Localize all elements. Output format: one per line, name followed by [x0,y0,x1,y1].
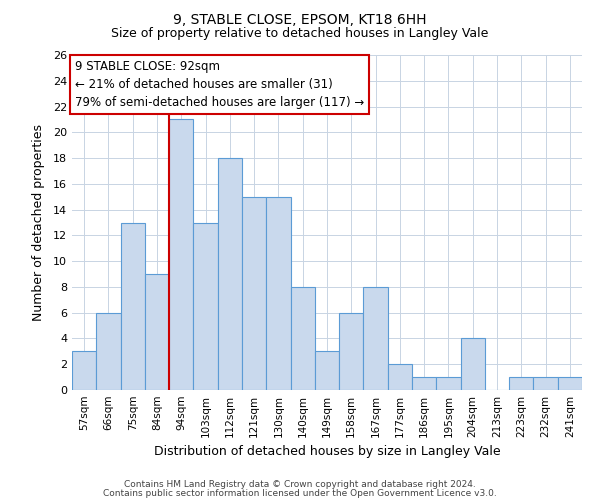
Bar [509,377,533,390]
Bar [169,120,193,390]
Bar [145,274,169,390]
X-axis label: Distribution of detached houses by size in Langley Vale: Distribution of detached houses by size … [154,446,500,458]
Y-axis label: Number of detached properties: Number of detached properties [32,124,44,321]
Bar [436,377,461,390]
Bar [72,352,96,390]
Bar [558,377,582,390]
Text: Contains HM Land Registry data © Crown copyright and database right 2024.: Contains HM Land Registry data © Crown c… [124,480,476,489]
Bar [364,287,388,390]
Bar [388,364,412,390]
Bar [193,222,218,390]
Bar [315,352,339,390]
Bar [266,196,290,390]
Bar [218,158,242,390]
Bar [339,312,364,390]
Bar [290,287,315,390]
Text: Size of property relative to detached houses in Langley Vale: Size of property relative to detached ho… [112,28,488,40]
Bar [96,312,121,390]
Bar [242,196,266,390]
Bar [412,377,436,390]
Bar [533,377,558,390]
Text: 9, STABLE CLOSE, EPSOM, KT18 6HH: 9, STABLE CLOSE, EPSOM, KT18 6HH [173,12,427,26]
Text: 9 STABLE CLOSE: 92sqm
← 21% of detached houses are smaller (31)
79% of semi-deta: 9 STABLE CLOSE: 92sqm ← 21% of detached … [74,60,364,109]
Bar [121,222,145,390]
Text: Contains public sector information licensed under the Open Government Licence v3: Contains public sector information licen… [103,489,497,498]
Bar [461,338,485,390]
